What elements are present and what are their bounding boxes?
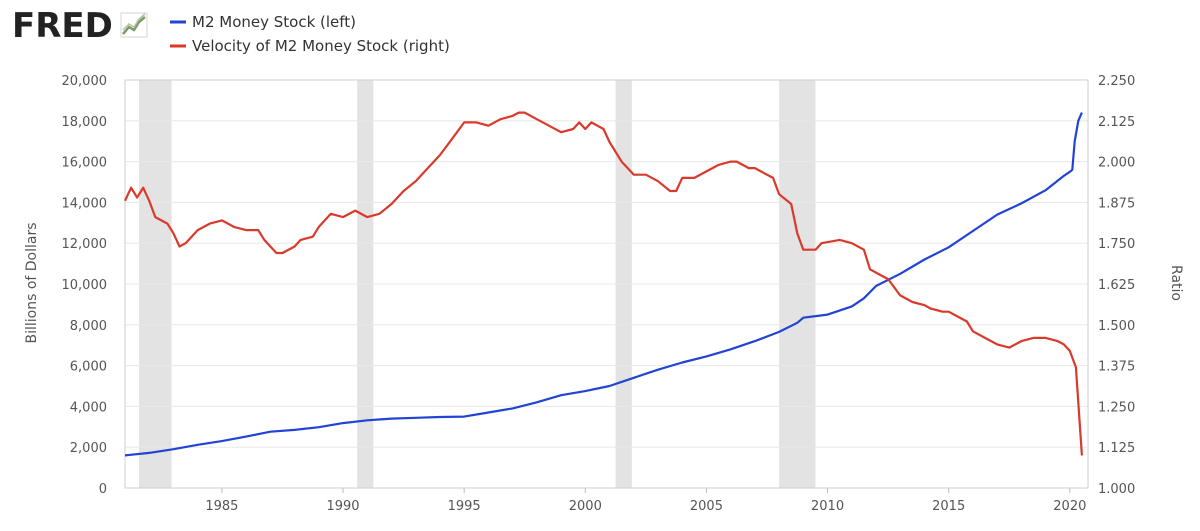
gridlines	[125, 79, 1088, 489]
right-tick-label: 1.125	[1098, 441, 1135, 456]
left-tick-label: 12,000	[62, 237, 108, 252]
left-tick-label: 0	[99, 482, 107, 497]
right-axis-ticks: 1.000 1.125 1.250 1.375 1.500 1.625 1.750 1.875…	[1098, 74, 1135, 497]
x-tick-label: 2000	[569, 499, 602, 514]
left-tick-label: 10,000	[62, 278, 108, 293]
left-tick-label: 8,000	[70, 319, 107, 334]
right-tick-label: 1.750	[1098, 237, 1135, 252]
right-axis-title: Ratio	[1168, 265, 1184, 301]
fred-logo: FRED	[12, 6, 113, 46]
left-tick-label: 14,000	[62, 196, 108, 211]
left-axis-ticks: 0 2,000 4,000 6,000 8,000 10,000 12,000 14,000 1…	[62, 74, 108, 497]
legend-label-velocity: Velocity of M2 Money Stock (right)	[192, 37, 450, 55]
x-tick-label: 2020	[1053, 499, 1086, 514]
right-tick-label: 2.250	[1098, 74, 1135, 89]
left-tick-label: 20,000	[62, 74, 108, 89]
plot-area-border	[124, 79, 1089, 489]
left-tick-label: 16,000	[62, 156, 108, 171]
series-lines	[124, 111, 1083, 457]
x-tick-label: 2005	[690, 499, 723, 514]
right-tick-label: 1.500	[1098, 319, 1135, 334]
legend-label-m2: M2 Money Stock (left)	[192, 13, 356, 31]
x-tick-label: 2015	[932, 499, 965, 514]
x-tick-label: 1995	[448, 499, 481, 514]
right-tick-label: 1.375	[1098, 360, 1135, 375]
series-line-m2-velocity	[124, 111, 1083, 456]
right-tick-label: 1.625	[1098, 278, 1135, 293]
x-tick-label: 1985	[205, 499, 238, 514]
fred-logo-graph-icon	[120, 12, 148, 38]
x-tick-label: 2010	[811, 499, 844, 514]
left-tick-label: 4,000	[70, 400, 107, 415]
right-tick-label: 2.125	[1098, 115, 1135, 130]
legend: M2 Money Stock (left) Velocity of M2 Mon…	[170, 13, 450, 55]
x-tick-label: 1990	[326, 499, 359, 514]
right-tick-label: 1.000	[1098, 482, 1135, 497]
left-axis-title: Billions of Dollars	[24, 222, 40, 343]
right-tick-label: 1.250	[1098, 400, 1135, 415]
left-tick-label: 18,000	[62, 115, 108, 130]
series-line-m2-money-stock	[124, 112, 1083, 457]
x-axis-ticks: 1985 1990 1995 2000 2005 2010 2015 2020	[205, 488, 1086, 514]
left-tick-label: 6,000	[70, 360, 107, 375]
right-tick-label: 1.875	[1098, 196, 1135, 211]
right-tick-label: 2.000	[1098, 156, 1135, 171]
left-tick-label: 2,000	[70, 441, 107, 456]
